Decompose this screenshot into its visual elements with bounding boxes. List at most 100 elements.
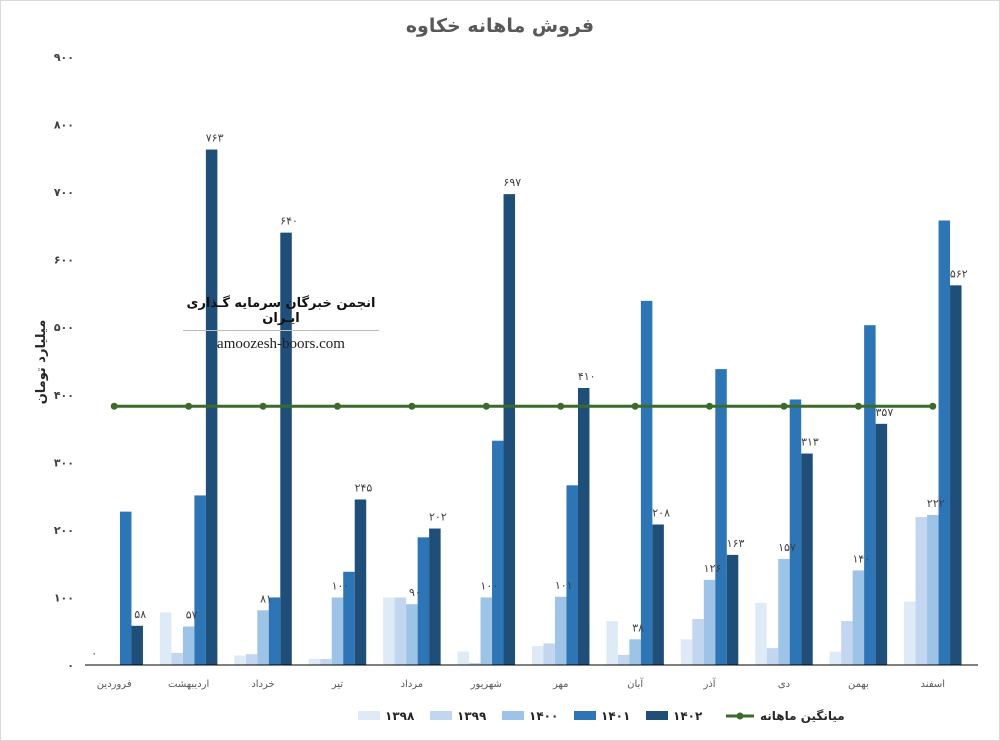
legend-label: ۱۴۰۱	[601, 709, 630, 723]
category-labels: فروردین اردیبهشت خرداد تیر مرداد شهریور مهر آبا…	[97, 677, 945, 690]
y-tick-label: ۷۰۰	[54, 186, 74, 199]
bar-1400	[629, 639, 641, 665]
bar-1399	[841, 621, 853, 665]
data-label-1402: ۳۵۷	[876, 406, 894, 419]
data-label-1400: ۱۴۰	[853, 552, 871, 565]
y-tick-label: ۲۰۰	[54, 524, 74, 537]
legend: ۱۳۹۸ ۱۳۹۹ ۱۴۰۰ ۱۴۰۱ ۱۴۰۲ میانگین ماهانه	[358, 709, 845, 723]
bar-1398	[606, 621, 618, 665]
bar-1398	[457, 651, 470, 665]
bar-1398	[308, 658, 321, 665]
data-label-1402: ۲۰۲	[429, 511, 447, 524]
bar-1400	[778, 558, 790, 665]
y-tick-label: ۰	[67, 659, 74, 672]
category-label: آبان	[627, 677, 644, 690]
bar-1399	[915, 517, 928, 665]
bar-1401	[268, 597, 281, 665]
bar-1398	[755, 602, 767, 665]
legend-average-marker	[736, 712, 744, 720]
data-label-1400: ۵۷	[186, 608, 198, 621]
data-label-1400: ۱۰۱	[555, 579, 573, 592]
bar-1398	[531, 646, 544, 665]
data-label-1402: ۷۶۳	[206, 132, 224, 145]
y-tick-label: ۳۰۰	[54, 456, 74, 469]
average-marker	[408, 402, 416, 410]
average-marker	[780, 402, 788, 410]
category-label: بهمن	[848, 679, 869, 690]
legend-label: ۱۴۰۲	[673, 709, 703, 723]
bar-1398	[829, 651, 842, 665]
bar-1400	[257, 610, 269, 665]
data-label-1400: ۲۲۲	[927, 497, 945, 510]
bar-1398	[904, 601, 916, 665]
bar-1401	[492, 440, 504, 665]
bar-1402	[429, 528, 441, 665]
legend-swatch	[430, 711, 452, 720]
data-label-1402: ۵۶۲	[950, 267, 968, 280]
average-marker	[706, 402, 714, 410]
bar-1400	[480, 597, 493, 665]
legend-swatch	[358, 711, 380, 720]
data-label-1400: ۹۰	[409, 586, 421, 599]
bar-1401	[789, 399, 802, 665]
y-tick-label: ۸۰۰	[54, 119, 74, 132]
bar-1401	[864, 325, 876, 665]
category-label: اسفند	[921, 679, 945, 690]
bar-1399	[617, 654, 630, 665]
average-line	[110, 402, 937, 410]
bar-1399	[320, 658, 332, 665]
bar-1399	[766, 648, 779, 665]
category-label: مرداد	[401, 679, 424, 690]
y-axis-label: میلیارد تومان	[34, 320, 49, 405]
category-label: خرداد	[251, 679, 274, 690]
legend-swatch	[646, 711, 668, 720]
average-marker	[333, 402, 341, 410]
data-label-1402: ۲۴۵	[355, 481, 373, 494]
bar-1399	[245, 654, 258, 665]
y-tick-label: ۹۰۰	[54, 51, 74, 64]
y-tick-label: ۴۰۰	[54, 389, 74, 402]
bar-1402	[726, 554, 739, 665]
bar-1401	[119, 511, 132, 665]
data-label-1402: ۵۸	[134, 608, 146, 621]
category-label: مهر	[552, 679, 568, 690]
bar-1402	[503, 194, 516, 666]
bars	[119, 149, 962, 666]
data-label-1400: ۸۱	[260, 592, 272, 605]
bar-1402	[950, 285, 962, 665]
data-label-1402: ۲۰۸	[652, 506, 670, 519]
legend-swatch	[502, 711, 524, 720]
bar-1400	[182, 626, 195, 665]
data-label-1400: ۱۰۰	[332, 579, 350, 592]
average-marker	[482, 402, 490, 410]
bar-1398	[680, 639, 693, 665]
legend-average-label: میانگین ماهانه	[760, 709, 845, 723]
average-marker	[929, 402, 937, 410]
y-tick-label: ۶۰۰	[54, 254, 74, 267]
bar-1402	[652, 524, 664, 665]
bar-1401	[194, 495, 206, 665]
bar-1401	[715, 369, 727, 665]
bar-1402	[354, 499, 367, 665]
data-label-1402: ۴۱۰	[578, 370, 596, 383]
legend-label: ۱۳۹۸	[385, 709, 415, 723]
bar-1402	[875, 423, 888, 665]
bar-1401	[938, 220, 951, 666]
category-label: فروردین	[97, 679, 132, 690]
category-label: تیر	[331, 679, 344, 690]
bar-1402	[577, 388, 590, 665]
watermark-title: انجمن خبرگان سرمایه گـذاری ایـران	[186, 296, 376, 326]
bar-1402	[280, 232, 292, 665]
bar-1398	[383, 597, 395, 665]
data-label-1400: ۱۰۰	[480, 579, 498, 592]
bar-1400	[852, 570, 865, 665]
bar-1400	[406, 604, 418, 665]
data-label-1402: ۳۱۳	[801, 436, 819, 449]
bar-1402	[801, 453, 813, 665]
legend-swatch	[574, 711, 596, 720]
category-label: اردیبهشت	[168, 679, 209, 690]
data-label-1402: ۶۴۰	[280, 215, 298, 228]
data-label-1402: ۶۹۷	[503, 176, 521, 189]
bar-1399	[543, 643, 555, 665]
data-label-1400: ۳۸	[632, 621, 644, 634]
